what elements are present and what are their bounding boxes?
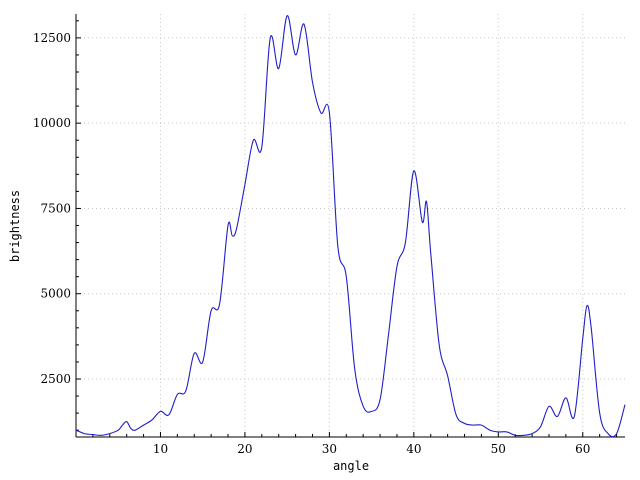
axes [75,14,625,438]
x-tick-label: 60 [575,442,590,456]
y-tick-label: 2500 [40,372,71,386]
x-tick-label: 30 [322,442,337,456]
y-axis-title: brightness [8,190,22,262]
series-line [75,15,626,438]
x-tick-label: 50 [491,442,506,456]
x-tick-label: 20 [237,442,252,456]
x-tick-label: 10 [153,442,168,456]
y-tick-label: 12500 [33,31,71,45]
y-tick-label: 7500 [40,201,71,215]
grid [76,14,625,437]
tick-labels: 10 20 30 40 50 60 2500 5000 7500 10000 12500 [33,31,591,456]
x-tick-label: 40 [406,442,421,456]
y-tick-label: 5000 [40,287,71,301]
y-tick-label: 10000 [33,116,71,130]
x-axis-title: angle [333,459,369,473]
series-layer [75,15,626,438]
